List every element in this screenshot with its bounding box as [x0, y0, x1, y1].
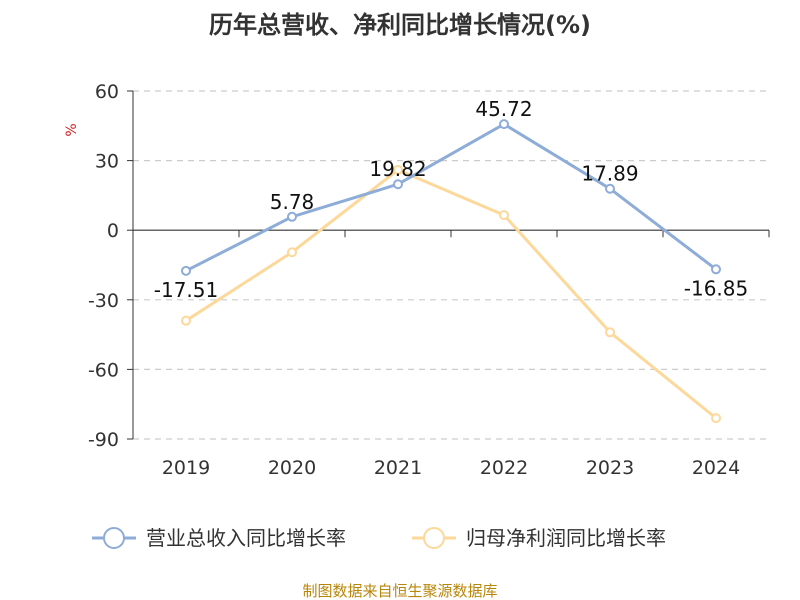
data-label: -16.85 [684, 276, 748, 300]
data-label: 5.78 [270, 190, 315, 214]
x-tick-label: 2021 [374, 457, 422, 479]
series-1-point [393, 179, 403, 190]
series-1-point [287, 211, 297, 222]
y-tick-label: -30 [88, 290, 119, 312]
y-axis-unit: % [64, 123, 80, 136]
legend: 营业总收入同比增长率 归母净利润同比增长率 [92, 526, 666, 550]
data-label: -17.51 [154, 278, 218, 302]
legend-marker [423, 527, 445, 549]
series-1-point [499, 119, 509, 130]
series-lines [181, 119, 721, 424]
series-1-point [181, 265, 191, 276]
series-2-point [287, 247, 297, 258]
grid-lines [133, 90, 769, 440]
x-tick-label: 2019 [162, 457, 210, 479]
chart-title: 历年总营收、净利同比增长情况(%) [209, 11, 591, 39]
data-source-note: 制图数据来自恒生聚源数据库 [302, 582, 497, 600]
legend-marker [103, 527, 125, 549]
series-1-point [711, 264, 721, 275]
series-line-1 [185, 122, 717, 273]
data-label: 17.89 [581, 162, 638, 186]
x-tick-label: 2020 [268, 457, 316, 479]
legend-label: 营业总收入同比增长率 [146, 526, 346, 550]
series-1-point [605, 183, 615, 194]
data-labels: -17.51 5.78 19.82 45.72 17.89 -16.85 [154, 97, 748, 302]
data-label: 19.82 [369, 157, 426, 181]
series-2-point [393, 164, 403, 175]
x-tick-label: 2024 [692, 457, 740, 479]
series-2-point [499, 210, 509, 221]
y-tick-label: -90 [88, 429, 119, 451]
x-tick-label: 2023 [586, 457, 634, 479]
y-tick-label: 0 [107, 220, 119, 242]
series-line-2 [185, 168, 717, 420]
series-2-point [181, 315, 191, 326]
y-tick-label: 60 [95, 81, 119, 103]
y-tick-label: 30 [95, 151, 119, 173]
axes: 60 30 0 -30 -60 -90 2019 2020 2021 2022 2023 2024 [88, 81, 770, 479]
series-2-point [605, 327, 615, 338]
y-tick-label: -60 [88, 359, 119, 381]
x-tick-label: 2022 [480, 457, 528, 479]
data-label: 45.72 [475, 97, 532, 121]
series-2-point [711, 413, 721, 424]
legend-label: 归母净利润同比增长率 [466, 526, 666, 550]
